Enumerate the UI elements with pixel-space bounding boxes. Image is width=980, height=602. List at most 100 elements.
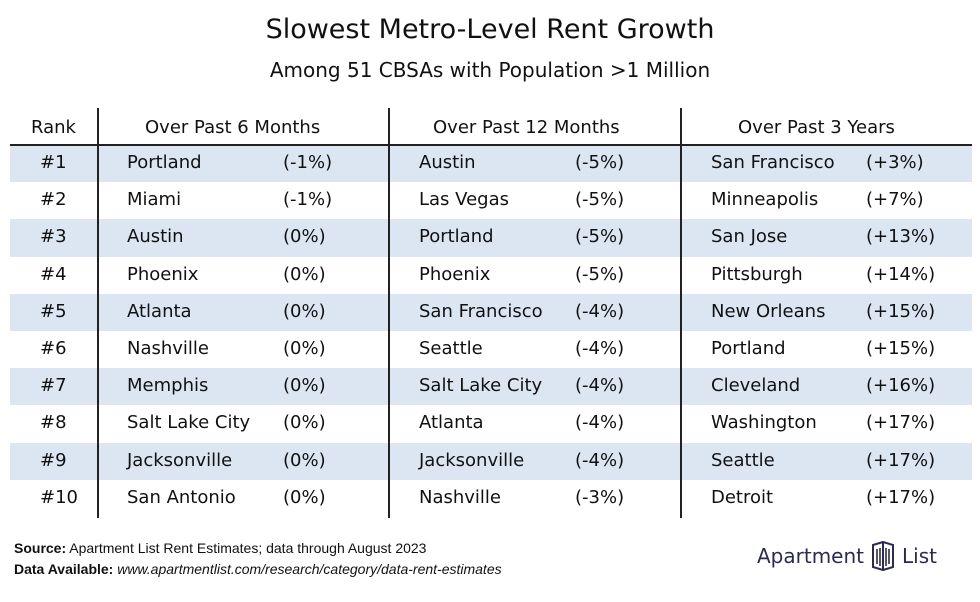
cell-rank: #4	[40, 263, 67, 285]
cell-3y-metro: New Orleans	[711, 300, 826, 322]
cell-12m-metro: Las Vegas	[419, 189, 509, 211]
chart-title: Slowest Metro-Level Rent Growth	[265, 14, 715, 45]
data-available-label: Data Available:	[14, 561, 114, 577]
cell-6m-change: (0%)	[283, 449, 326, 471]
cell-rank: #1	[40, 152, 67, 173]
cell-3y-metro: Portland	[711, 337, 786, 359]
cell-6m-change: (0%)	[283, 300, 326, 322]
table-row: #10 San Antonio (0%) Nashville (-3%) Detroit (…	[10, 480, 972, 517]
cell-12m-metro: Seattle	[419, 337, 483, 359]
cell-12m-metro: Phoenix	[419, 263, 491, 285]
chart-subtitle: Among 51 CBSAs with Population >1 Millio…	[269, 58, 711, 82]
cell-6m-metro: Phoenix	[127, 263, 199, 285]
apartment-list-logo: Apartment List	[757, 541, 937, 571]
data-available-line: Data Available: www.apartmentlist.com/re…	[14, 561, 502, 577]
cell-6m-metro: Memphis	[127, 375, 209, 397]
cell-3y-change: (+15%)	[866, 337, 936, 359]
table-body: #1 Portland (-1%) Austin (-5%) San Francisco (…	[10, 145, 972, 517]
cell-6m-change: (0%)	[283, 337, 326, 359]
cell-12m-metro: Salt Lake City	[419, 375, 543, 397]
cell-rank: #10	[40, 486, 78, 508]
cell-3y-change: (+17%)	[866, 412, 936, 434]
cell-3y-metro: Seattle	[711, 449, 775, 471]
cell-rank: #7	[40, 375, 67, 397]
logo-text-list: List	[902, 544, 937, 568]
cell-6m-metro: Atlanta	[127, 300, 192, 322]
cell-rank: #3	[40, 226, 67, 248]
table-row: #8 Salt Lake City (0%) Atlanta (-4%) Washingt…	[10, 405, 972, 442]
header-3-years: Over Past 3 Years	[738, 117, 895, 138]
cell-3y-metro: Cleveland	[711, 375, 801, 397]
cell-3y-change: (+13%)	[866, 226, 936, 248]
cell-6m-change: (-1%)	[283, 189, 333, 211]
table-row: #6 Nashville (0%) Seattle (-4%) Portland (+15%…	[10, 331, 972, 368]
cell-rank: #6	[40, 337, 67, 359]
cell-12m-metro: Nashville	[419, 486, 502, 508]
cell-3y-change: (+17%)	[866, 486, 936, 508]
apartment-list-logo-icon	[872, 541, 895, 571]
header-12-months: Over Past 12 Months	[433, 117, 620, 138]
source-line: Source: Apartment List Rent Estimates; d…	[14, 540, 426, 556]
cell-3y-metro: Pittsburgh	[711, 263, 803, 285]
cell-12m-change: (-4%)	[575, 337, 625, 359]
table-row: #9 Jacksonville (0%) Jacksonville (-4%) Seatt…	[10, 442, 972, 480]
cell-12m-change: (-4%)	[575, 375, 625, 397]
cell-12m-change: (-5%)	[575, 189, 625, 211]
cell-12m-metro: Portland	[419, 226, 494, 248]
table-row: #7 Memphis (0%) Salt Lake City (-4%) Clevelan…	[10, 368, 972, 406]
column-divider	[680, 108, 682, 518]
cell-3y-metro: Detroit	[711, 486, 774, 508]
cell-6m-metro: Miami	[127, 189, 182, 211]
rent-growth-table: Rank Over Past 6 Months Over Past 12 Mon…	[10, 108, 972, 518]
cell-12m-metro: San Francisco	[419, 300, 543, 322]
cell-rank: #8	[40, 412, 67, 434]
data-available-url: www.apartmentlist.com/research/category/…	[117, 561, 502, 577]
cell-rank: #9	[40, 449, 67, 471]
cell-3y-change: (+7%)	[866, 189, 924, 211]
cell-6m-metro: San Antonio	[127, 486, 236, 508]
table-row: #3 Austin (0%) Portland (-5%) San Jose (+13%)	[10, 219, 972, 257]
cell-3y-metro: Minneapolis	[711, 189, 819, 211]
cell-6m-metro: Portland	[127, 152, 202, 173]
cell-6m-change: (0%)	[283, 263, 326, 285]
cell-12m-metro: Austin	[419, 152, 476, 173]
cell-6m-change: (-1%)	[283, 152, 333, 173]
table-row: #1 Portland (-1%) Austin (-5%) San Francisco (…	[10, 145, 972, 183]
cell-12m-change: (-5%)	[575, 152, 625, 173]
cell-6m-change: (0%)	[283, 412, 326, 434]
cell-6m-metro: Jacksonville	[127, 449, 233, 471]
cell-12m-change: (-4%)	[575, 300, 625, 322]
cell-rank: #2	[40, 189, 67, 211]
logo-text-apartment: Apartment	[757, 544, 865, 568]
cell-3y-change: (+16%)	[866, 375, 936, 397]
cell-rank: #5	[40, 300, 67, 322]
column-divider	[388, 108, 390, 518]
column-divider	[97, 108, 99, 518]
source-text: Apartment List Rent Estimates; data thro…	[69, 540, 427, 556]
cell-12m-change: (-4%)	[575, 449, 625, 471]
cell-12m-change: (-4%)	[575, 412, 625, 434]
cell-12m-change: (-3%)	[575, 486, 625, 508]
table-header-row: Rank Over Past 6 Months Over Past 12 Mon…	[10, 108, 972, 145]
cell-3y-change: (+3%)	[866, 152, 924, 173]
header-divider	[10, 144, 972, 146]
cell-3y-metro: San Francisco	[711, 152, 835, 173]
table-row: #2 Miami (-1%) Las Vegas (-5%) Minneapolis (+7…	[10, 182, 972, 219]
table-row: #5 Atlanta (0%) San Francisco (-4%) New Orlea…	[10, 293, 972, 331]
cell-6m-change: (0%)	[283, 375, 326, 397]
cell-6m-metro: Austin	[127, 226, 184, 248]
cell-6m-change: (0%)	[283, 226, 326, 248]
cell-12m-metro: Jacksonville	[419, 449, 525, 471]
cell-12m-change: (-5%)	[575, 226, 625, 248]
cell-6m-metro: Salt Lake City	[127, 412, 251, 434]
cell-3y-change: (+15%)	[866, 300, 936, 322]
cell-3y-change: (+14%)	[866, 263, 936, 285]
header-rank: Rank	[31, 117, 76, 138]
cell-3y-metro: San Jose	[711, 226, 788, 248]
source-label: Source:	[14, 540, 67, 556]
cell-6m-change: (0%)	[283, 486, 326, 508]
cell-3y-metro: Washington	[711, 412, 817, 434]
cell-6m-metro: Nashville	[127, 337, 210, 359]
table-row: #4 Phoenix (0%) Phoenix (-5%) Pittsburgh (+14%…	[10, 257, 972, 294]
cell-12m-metro: Atlanta	[419, 412, 484, 434]
